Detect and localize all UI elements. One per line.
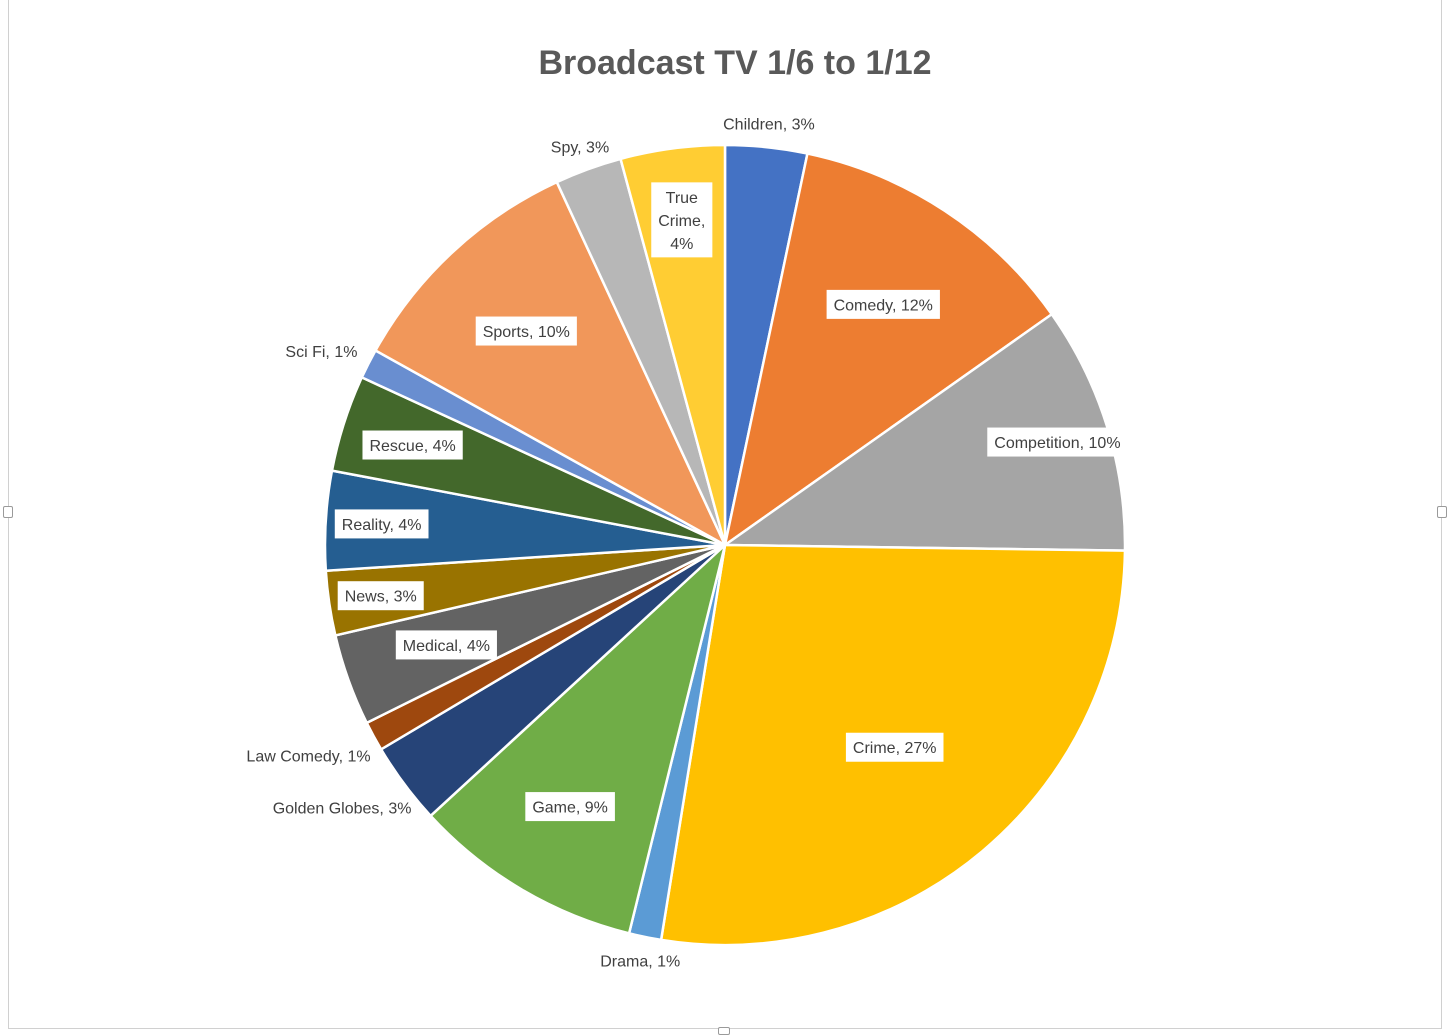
data-label: Crime, <box>658 213 705 230</box>
slice-game[interactable] <box>429 543 727 935</box>
label-box <box>987 427 1128 457</box>
label-rescue: Rescue, 4% <box>362 430 463 460</box>
label-box <box>362 430 463 460</box>
data-label: True <box>666 190 698 207</box>
label-box <box>475 316 577 346</box>
label-comedy: Comedy, 12% <box>826 289 940 319</box>
label-competition: Competition, 10% <box>987 427 1128 457</box>
label-box <box>826 289 940 319</box>
data-label: Medical, 4% <box>403 638 490 655</box>
resize-handle-right[interactable] <box>1437 506 1447 518</box>
data-label: Competition, 10% <box>994 435 1120 452</box>
slice-competition[interactable] <box>723 313 1127 552</box>
data-label: Reality, 4% <box>342 517 422 534</box>
data-label: Crime, 27% <box>853 740 937 757</box>
label-box <box>525 792 615 822</box>
label-news: News, 3% <box>337 581 424 611</box>
label-box <box>651 182 713 258</box>
data-label: News, 3% <box>345 589 417 606</box>
data-label: Spy, 3% <box>551 140 609 157</box>
data-label: Comedy, 12% <box>834 297 933 314</box>
data-label: 4% <box>670 236 693 253</box>
data-label: Children, 3% <box>723 116 815 133</box>
pie-slices <box>323 143 1127 947</box>
data-label: Drama, 1% <box>600 953 680 970</box>
data-label: Sci Fi, 1% <box>285 344 357 361</box>
data-labels: Children, 3% Comedy, 12% Competition, 10% C… <box>246 116 1128 970</box>
label-children: Children, 3% <box>723 116 815 133</box>
data-label: Law Comedy, 1% <box>246 748 370 765</box>
label-sci-fi: Sci Fi, 1% <box>285 344 357 361</box>
label-box <box>334 509 429 539</box>
data-label: Rescue, 4% <box>369 438 455 455</box>
label-game: Game, 9% <box>525 792 615 822</box>
label-drama: Drama, 1% <box>600 953 680 970</box>
slice-sports[interactable] <box>374 180 727 547</box>
label-law-comedy: Law Comedy, 1% <box>246 748 370 765</box>
resize-handle-left[interactable] <box>3 506 13 518</box>
data-label: Game, 9% <box>532 800 608 817</box>
label-crime: Crime, 27% <box>845 732 944 762</box>
label-golden-globes: Golden Globes, 3% <box>273 801 412 818</box>
label-sports: Sports, 10% <box>475 316 577 346</box>
label-box <box>395 630 497 660</box>
data-label: Golden Globes, 3% <box>273 801 412 818</box>
label-true-crime: True Crime, 4% <box>651 182 713 258</box>
slice-comedy[interactable] <box>723 152 1054 547</box>
label-box <box>337 581 424 611</box>
label-medical: Medical, 4% <box>395 630 497 660</box>
chart-title: Broadcast TV 1/6 to 1/12 <box>538 44 931 82</box>
label-spy: Spy, 3% <box>551 140 609 157</box>
data-label: Sports, 10% <box>483 324 570 341</box>
label-reality: Reality, 4% <box>334 509 429 539</box>
label-box <box>845 732 944 762</box>
